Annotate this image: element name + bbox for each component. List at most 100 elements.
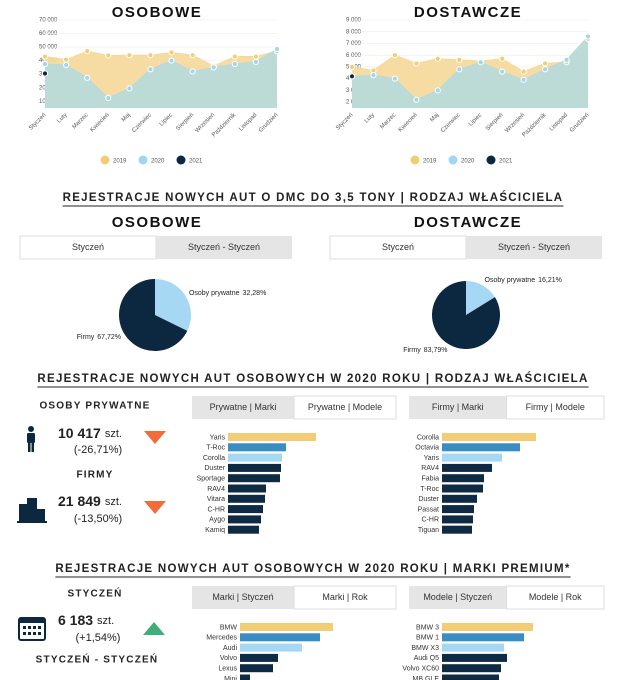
tab-label: Styczeń - Styczeń — [498, 242, 570, 252]
bar-label: BMW 3 — [416, 624, 439, 631]
bar — [442, 643, 504, 652]
bar-label: Passat — [418, 506, 439, 513]
point — [370, 72, 377, 79]
x-tick-label: Lipiec — [468, 112, 483, 127]
point — [126, 52, 133, 59]
point — [126, 85, 133, 92]
legend-label: 2020 — [151, 159, 165, 165]
tab-label: Styczeń — [382, 242, 414, 252]
slice-label: Firmy 83,79% — [403, 347, 447, 354]
point — [541, 60, 549, 67]
bar — [228, 525, 259, 534]
legend-swatch — [176, 155, 186, 165]
point — [348, 63, 356, 71]
bar — [240, 664, 273, 673]
x-tick-label: Grudzień — [258, 112, 279, 133]
bar — [228, 515, 261, 524]
tab[interactable] — [466, 236, 602, 259]
bar — [442, 515, 473, 524]
tab[interactable] — [506, 395, 605, 420]
stat-change: (-13,50%) — [74, 513, 122, 525]
legend-label: 2021 — [499, 159, 513, 165]
bar-label: Lexus — [218, 666, 237, 673]
slice-value: 16,21% — [538, 277, 562, 284]
legend-swatch — [410, 155, 420, 165]
x-tick-label: Grudzień — [569, 112, 590, 133]
point — [189, 52, 196, 59]
x-tick-label: Maj — [429, 112, 440, 123]
bar-label: Tiguan — [418, 527, 439, 534]
x-tick-label: Czerwiec — [440, 112, 462, 134]
slice-name: Firmy — [403, 347, 421, 354]
bar-label: Volvo — [220, 655, 237, 662]
tab[interactable] — [156, 236, 292, 259]
bar-label: Volvo XC60 — [402, 666, 439, 673]
bar-label: Duster — [418, 496, 439, 503]
stat-change: (+1,54%) — [76, 632, 121, 644]
point — [168, 49, 175, 56]
tab-label: Firmy | Modele — [526, 402, 585, 412]
bar-label: C-HR — [208, 506, 226, 513]
stat-label: FIRMY — [76, 470, 113, 481]
tab[interactable] — [293, 395, 397, 420]
chart-title: OSOBOWE — [112, 214, 203, 231]
point — [434, 55, 441, 62]
bar-label: BMW — [220, 624, 238, 631]
bar — [228, 453, 282, 462]
stat-label: OSOBY PRYWATNE — [39, 401, 150, 412]
bar — [442, 653, 507, 662]
bar — [240, 653, 278, 662]
tab-label: Prywatne | Marki — [210, 402, 277, 412]
slice-name: Osoby prywatne — [189, 290, 240, 297]
bar — [442, 474, 484, 483]
bar — [442, 463, 492, 472]
chart-title: DOSTAWCZE — [414, 214, 522, 231]
tab-label: Modele | Rok — [529, 592, 582, 602]
point — [105, 52, 112, 59]
stat-number: 10 417 — [58, 425, 101, 441]
point — [231, 60, 238, 68]
point — [252, 58, 260, 66]
series-line — [351, 36, 589, 101]
up-arrow — [143, 622, 165, 635]
tab[interactable] — [293, 585, 397, 610]
bar-label: T-Roc — [420, 486, 439, 493]
bar — [228, 494, 265, 503]
x-tick-label: Kwiecień — [90, 112, 111, 133]
x-tick-label: Październik — [521, 112, 548, 139]
point — [41, 70, 49, 77]
point — [456, 66, 463, 73]
bar-label: Aygo — [209, 517, 225, 524]
tab[interactable] — [192, 586, 294, 609]
y-tick-label: 6 000 — [346, 53, 362, 59]
point — [252, 53, 260, 60]
tab[interactable] — [409, 586, 507, 609]
point — [41, 60, 49, 68]
slice-label: Osoby prywatne 32,28% — [189, 290, 266, 297]
bar — [442, 525, 472, 534]
bar-label: Audi Q5 — [414, 655, 439, 662]
legend-label: 2021 — [189, 159, 203, 165]
point — [231, 53, 238, 60]
point — [413, 96, 420, 103]
tab[interactable] — [192, 396, 294, 419]
calendar-icon — [18, 617, 46, 641]
series-line — [351, 38, 589, 73]
stat-change: (-26,71%) — [74, 444, 122, 456]
bar-label: C-HR — [422, 517, 440, 524]
tab[interactable] — [506, 585, 605, 610]
legend-swatch — [138, 155, 148, 165]
x-tick-label: Styczeń — [335, 112, 354, 131]
slice-value: 32,28% — [243, 290, 267, 297]
bar-label: Sportage — [197, 476, 226, 483]
area-fill — [352, 36, 588, 108]
tab-label: Marki | Styczeń — [212, 592, 273, 602]
tab[interactable] — [409, 396, 507, 419]
bar-label: BMW 1 — [416, 635, 439, 642]
bar-label: BMW X3 — [411, 645, 439, 652]
point — [168, 57, 175, 64]
stat-number: 21 849 — [58, 493, 101, 509]
bar-label: Duster — [204, 465, 225, 472]
bar-label: Corolla — [417, 434, 439, 441]
pie-slice — [466, 281, 495, 315]
